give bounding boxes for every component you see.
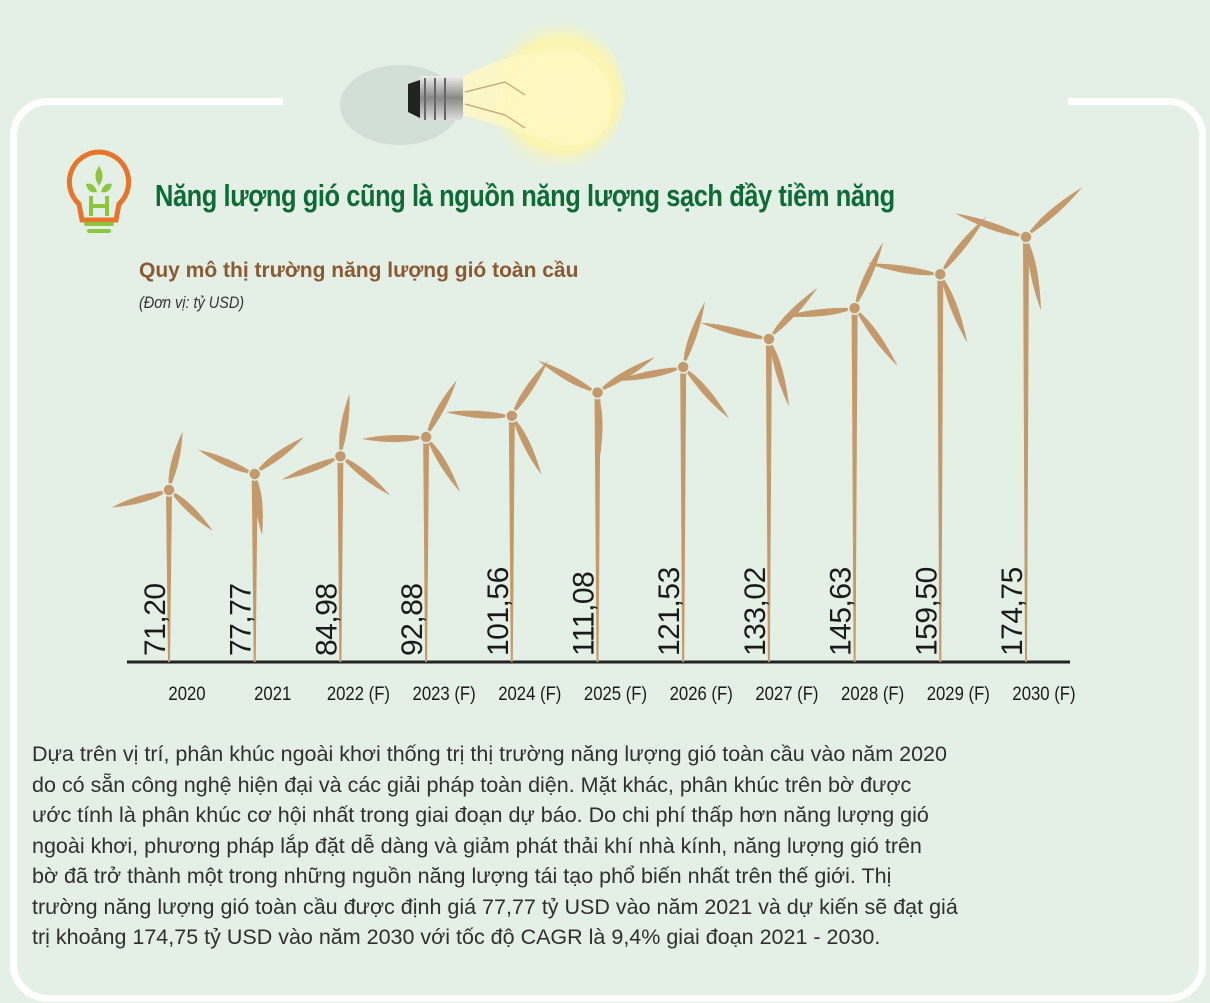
- value-label: 121,53: [653, 567, 686, 656]
- wind-turbine-chart: 71,20 2020 77,77 2021 84,98 2022 (F) 92,88 2023…: [111, 187, 1083, 704]
- chart-unit: (Đơn vị: tỷ USD): [139, 293, 245, 312]
- description-paragraph: Dựa trên vị trí, phân khúc ngoài khơi th…: [32, 739, 1182, 953]
- turbine-blade: [168, 431, 183, 490]
- turbine-blade: [940, 216, 987, 275]
- page-title: Năng lượng gió cũng là nguồn năng lượng …: [155, 178, 895, 213]
- turbine-tower: [251, 473, 258, 662]
- paragraph-line: Dựa trên vị trí, phân khúc ngoài khơi th…: [32, 742, 947, 766]
- value-label: 145,63: [825, 567, 858, 656]
- turbine-tower: [594, 392, 601, 662]
- turbine-blade: [954, 213, 1026, 237]
- turbine-blade: [783, 307, 855, 318]
- turbine-hub: [762, 332, 776, 346]
- turbine-blade: [867, 263, 941, 276]
- x-tick-label: 2029 (F): [927, 683, 990, 704]
- x-tick-label: 2020: [168, 683, 205, 704]
- turbine-tower: [337, 456, 344, 662]
- turbine-blade: [615, 367, 684, 381]
- value-label: 71,20: [139, 583, 172, 656]
- turbine-tower: [166, 490, 172, 662]
- turbine-tower: [680, 367, 687, 662]
- paragraph-line: ngoài khơi, phương pháp lắp đặt dễ dàng …: [32, 833, 922, 858]
- x-tick-label: 2023 (F): [413, 683, 476, 704]
- x-tick-label: 2030 (F): [1012, 683, 1075, 704]
- turbine-tower: [508, 415, 515, 662]
- turbine-blade: [683, 301, 705, 368]
- turbine-blade: [854, 308, 898, 366]
- turbine-blade: [854, 242, 884, 309]
- turbine-blade: [426, 380, 457, 438]
- turbine-blade: [361, 434, 427, 443]
- turbine-tower: [937, 274, 944, 662]
- value-label: 84,98: [310, 583, 343, 656]
- value-label: 101,56: [482, 567, 515, 656]
- paragraph-line: ước tính là phân khúc cơ hội nhất trong …: [32, 803, 929, 827]
- turbine-blade: [595, 392, 603, 461]
- turbine-hub: [162, 483, 176, 497]
- x-tick-label: 2026 (F): [670, 683, 733, 704]
- turbine-hub: [333, 449, 348, 464]
- turbine-blade: [768, 287, 818, 339]
- turbine-blade: [339, 393, 350, 457]
- paragraph-line: trị khoảng 174,75 tỷ USD vào năm 2030 vớ…: [32, 925, 881, 949]
- turbine-hub: [933, 267, 948, 282]
- turbine-hub: [590, 385, 605, 400]
- chart-title: Quy mô thị trường năng lượng gió toàn cầ…: [139, 259, 579, 282]
- turbine-blade: [198, 449, 255, 474]
- turbine-hub: [419, 430, 433, 444]
- turbine-hub: [1019, 230, 1033, 244]
- turbine-hub: [247, 467, 262, 481]
- x-tick-label: 2021: [254, 683, 291, 704]
- turbine-tower: [851, 308, 858, 662]
- x-tick-label: 2022 (F): [327, 683, 390, 704]
- turbine-blade: [511, 360, 549, 416]
- turbine-blade: [111, 490, 169, 508]
- turbine-blade: [1026, 187, 1083, 237]
- turbine-blade: [1026, 237, 1041, 311]
- paragraph-line: bờ đã trở thành một trong những nguồn nă…: [32, 864, 892, 888]
- x-tick-label: 2024 (F): [498, 683, 561, 704]
- turbine-blade: [700, 322, 769, 340]
- value-label: 174,75: [996, 567, 1029, 656]
- turbine-blade: [281, 456, 341, 480]
- turbine-blade: [940, 274, 968, 343]
- x-tick-label: 2027 (F): [755, 683, 818, 704]
- turbine-blade: [254, 473, 263, 536]
- x-tick-label: 2025 (F): [584, 683, 647, 704]
- turbine-blade: [169, 490, 213, 532]
- turbine-blade: [445, 410, 512, 419]
- turbine-tower: [1023, 237, 1029, 662]
- paragraph-line: trường năng lượng gió toàn cầu được định…: [32, 894, 958, 919]
- value-label: 92,88: [396, 583, 429, 656]
- turbine-blade: [597, 357, 655, 393]
- turbine-blade: [254, 437, 304, 474]
- turbine-blade: [768, 338, 790, 407]
- light-bulb-icon: [340, 15, 625, 175]
- turbine-hub: [676, 360, 690, 374]
- brand-logo-icon: [66, 149, 132, 233]
- turbine-tower: [765, 338, 772, 662]
- value-label: 111,08: [568, 572, 601, 656]
- turbine-tower: [423, 437, 430, 662]
- x-tick-label: 2028 (F): [841, 683, 904, 704]
- value-label: 77,77: [225, 583, 258, 656]
- turbine-blade: [538, 360, 598, 393]
- paragraph-line: do có sẵn công nghệ hiện đại và các giải…: [32, 772, 912, 797]
- value-label: 133,02: [739, 567, 772, 656]
- turbine-hub: [847, 301, 862, 315]
- turbine-blade: [511, 415, 542, 475]
- turbine-hub: [505, 409, 519, 423]
- turbine-blade: [683, 367, 730, 419]
- turbine-blade: [340, 456, 390, 496]
- turbine-blade: [426, 437, 461, 492]
- value-label: 159,50: [910, 567, 943, 656]
